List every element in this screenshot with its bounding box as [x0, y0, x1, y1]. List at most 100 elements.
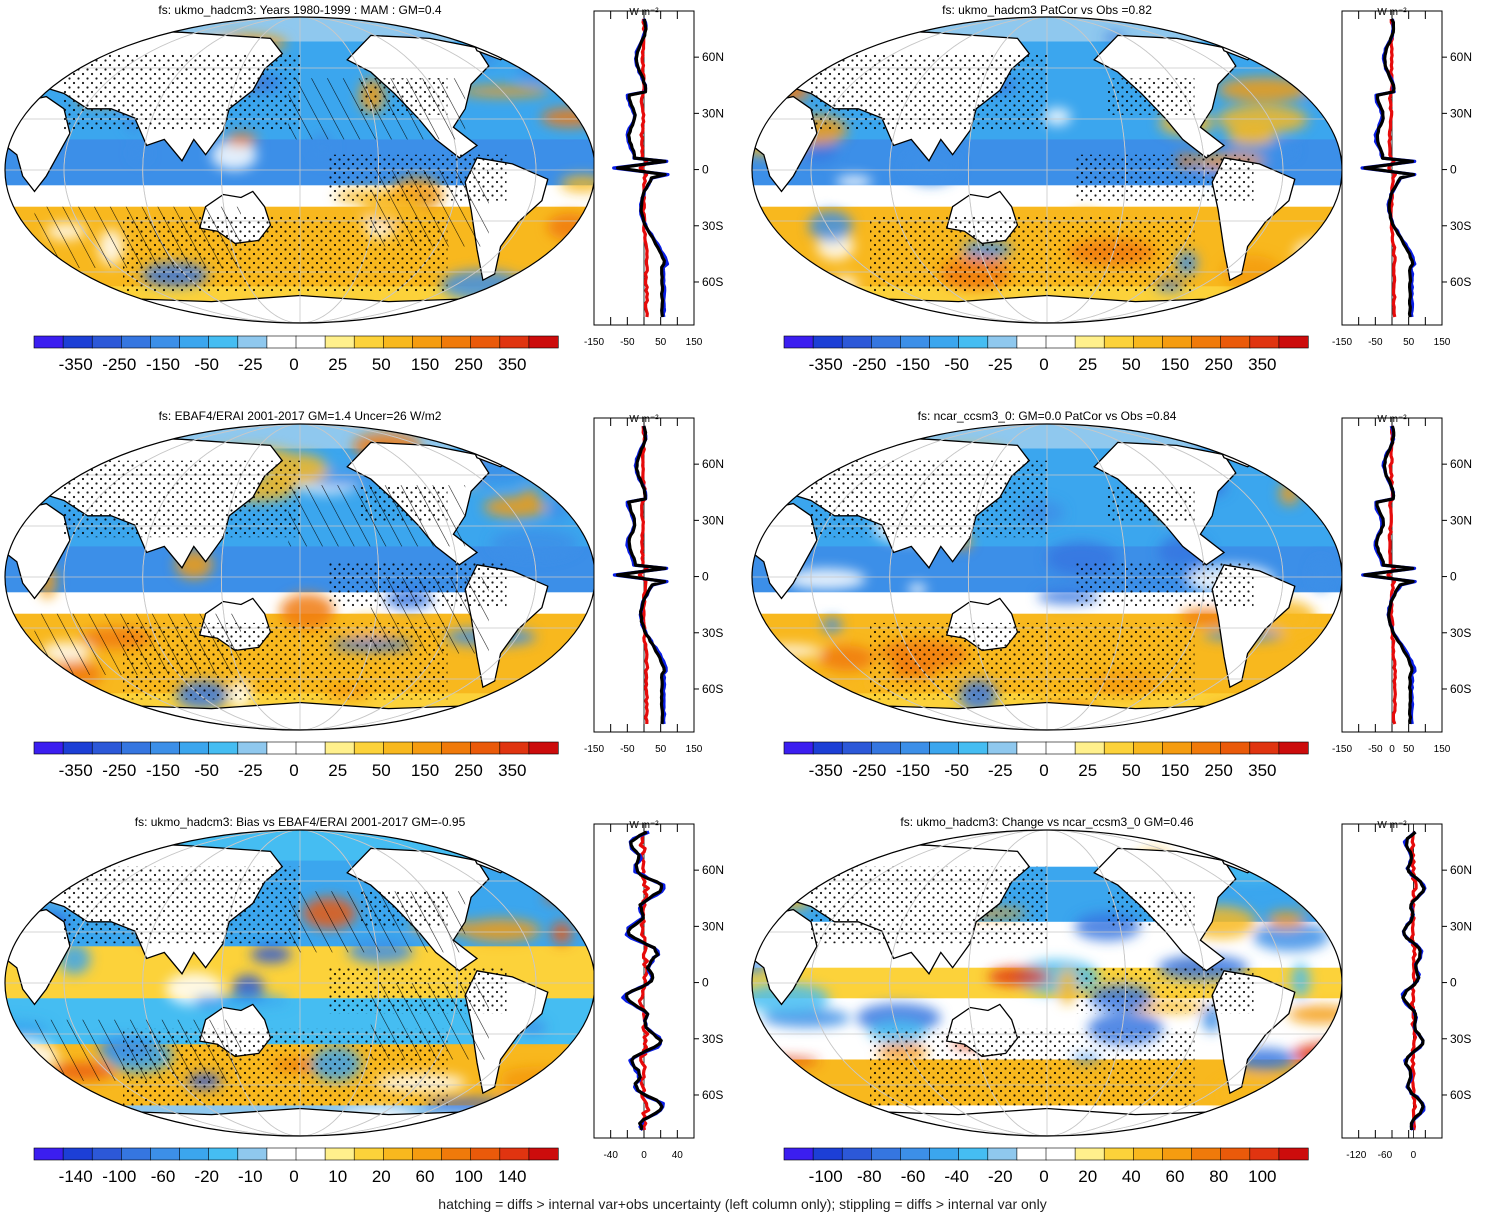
colorbar-swatch [266, 741, 297, 755]
colorbar-label: -25 [988, 761, 1013, 780]
colorbar-label: 150 [411, 355, 439, 374]
colorbar-swatch [382, 1147, 413, 1161]
map-anomaly-blob [211, 140, 257, 171]
map-anomaly-blob [836, 175, 873, 188]
colorbar-swatch [62, 741, 93, 755]
colorbar: -350 -250 -150 -50 -25 0 25 50 150 250 350 [33, 741, 559, 780]
map-anomaly-blob [832, 276, 858, 297]
profile-obs-line [625, 830, 664, 1131]
profile-lat-label: 60N [1450, 863, 1472, 877]
colorbar-label: -350 [809, 761, 843, 780]
map-anomaly-blob [280, 593, 335, 630]
colorbar-swatch [1074, 335, 1105, 349]
colorbar-swatch [1016, 335, 1047, 349]
map-anomaly-blob [250, 945, 292, 964]
hatching-region [288, 78, 466, 140]
colorbar-swatch [266, 1147, 297, 1161]
profile-lat-label: 60S [1450, 275, 1471, 289]
colorbar-swatch [1249, 741, 1280, 755]
profile-tick-label: 150 [686, 337, 703, 348]
colorbar-label: 50 [1122, 355, 1141, 374]
colorbar-label: 250 [1205, 355, 1233, 374]
profile-lat-label: 0 [1450, 570, 1457, 584]
colorbar-label: 350 [498, 761, 526, 780]
map-anomaly-blob [1311, 558, 1331, 591]
map-anomaly-blob [232, 974, 264, 1002]
hatching-region [288, 891, 466, 953]
colorbar-swatch [237, 1147, 268, 1161]
stippling-region [1076, 154, 1254, 201]
profile-lat-label: 0 [1450, 163, 1457, 177]
colorbar-swatch [470, 1147, 501, 1161]
map-anomaly-blob [11, 29, 38, 45]
profile-lat-label: 60N [1450, 50, 1472, 64]
colorbar-label: 0 [1039, 355, 1048, 374]
map-anomaly-blob [500, 429, 547, 461]
colorbar-swatch [62, 1147, 93, 1161]
stippling-region [1076, 967, 1254, 1014]
colorbar-swatch [412, 1147, 443, 1161]
colorbar-label: 80 [1209, 1167, 1228, 1186]
colorbar-swatch [382, 335, 413, 349]
map-anomaly-blob [1267, 911, 1305, 929]
colorbar-swatch [812, 335, 843, 349]
colorbar-swatch [1278, 741, 1309, 755]
stippling-region [870, 622, 1195, 700]
profile-tick-label: 0 [1389, 744, 1395, 755]
profile-lat-label: 30N [1450, 106, 1472, 120]
map-anomaly-blob [311, 133, 333, 163]
colorbar-label: -250 [102, 761, 136, 780]
profile-diff-line [1386, 425, 1397, 725]
colorbar-swatch [295, 335, 326, 349]
map-anomaly-blob [5, 275, 52, 307]
colorbar-swatch [91, 335, 122, 349]
map-anomaly-blob [1217, 77, 1310, 102]
hatching-region [288, 485, 466, 547]
panel-p5: fs: ukmo_hadcm3: Bias vs EBAF4/ERAI 2001… [4, 815, 724, 1186]
meridian-line [63, 17, 537, 323]
colorbar-swatch [1045, 741, 1076, 755]
colorbar-swatch [812, 1147, 843, 1161]
colorbar-swatch [324, 335, 355, 349]
map-anomaly-blob [5, 450, 69, 483]
colorbar-label: -25 [238, 761, 263, 780]
profile-tick-label: -150 [584, 744, 604, 755]
colorbar-swatch [1103, 335, 1134, 349]
colorbar-swatch [783, 741, 814, 755]
colorbar-swatch [900, 1147, 931, 1161]
stippling-region [1106, 485, 1195, 522]
meridian-line [810, 17, 1284, 323]
colorbar-label: -100 [809, 1167, 843, 1186]
stippling-region [1076, 561, 1254, 608]
colorbar-swatch [841, 335, 872, 349]
profile-obs-line [616, 18, 667, 318]
profile-lat-label: 60N [1450, 457, 1472, 471]
profile-tick-label: -120 [1346, 1150, 1366, 1161]
colorbar-swatch [958, 1147, 989, 1161]
map-anomaly-blob [461, 918, 541, 943]
colorbar-label: -350 [59, 761, 93, 780]
colorbar-label: -50 [944, 761, 969, 780]
colorbar-swatch [237, 335, 268, 349]
colorbar-label: 0 [1039, 761, 1048, 780]
map-anomaly-blob [459, 85, 550, 97]
map-field [5, 830, 595, 1136]
colorbar-swatch [295, 1147, 326, 1161]
colorbar-label: -25 [238, 355, 263, 374]
profile-lat-label: 0 [702, 976, 709, 990]
map-anomaly-blob [9, 451, 43, 487]
colorbar-swatch [987, 741, 1018, 755]
colorbar-swatch [929, 741, 960, 755]
profile-lat-label: 30S [702, 1032, 723, 1046]
colorbar-swatch [958, 335, 989, 349]
colorbar-label: -80 [857, 1167, 882, 1186]
profile-tick-label: -50 [620, 337, 635, 348]
map-anomaly-blob [225, 132, 258, 147]
colorbar-swatch [1220, 1147, 1251, 1161]
colorbar-swatch [1191, 1147, 1222, 1161]
colorbar-label: 100 [455, 1167, 483, 1186]
map-anomaly-blob [518, 276, 541, 296]
colorbar-swatch [1191, 741, 1222, 755]
